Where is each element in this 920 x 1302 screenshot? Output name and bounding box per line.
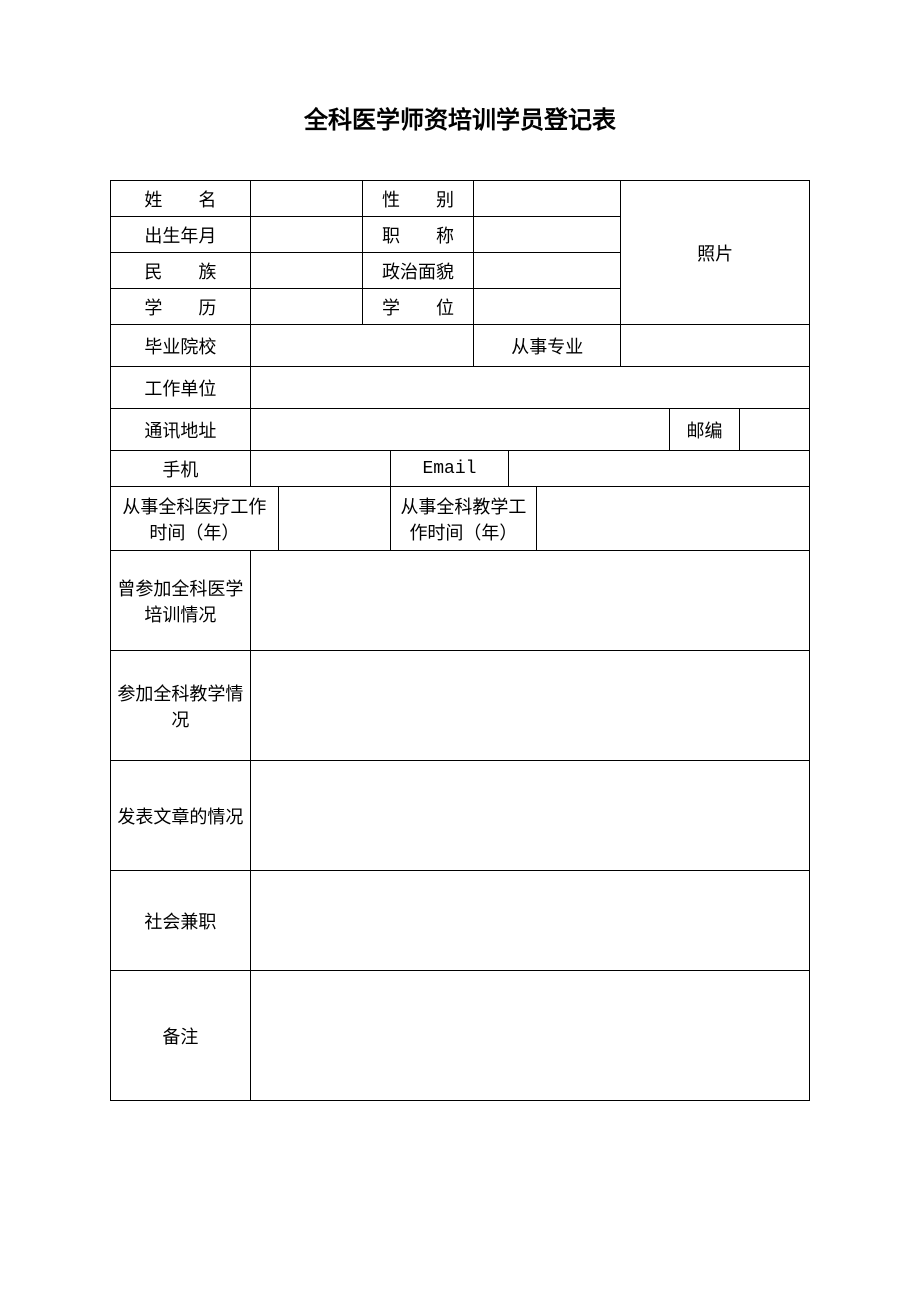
input-ethnicity[interactable]	[250, 253, 362, 289]
label-email: Email	[390, 451, 509, 487]
input-prior-training[interactable]	[250, 551, 809, 651]
label-work-unit: 工作单位	[111, 367, 251, 409]
input-grad-school[interactable]	[250, 325, 474, 367]
input-email[interactable]	[509, 451, 810, 487]
label-birth: 出生年月	[111, 217, 251, 253]
input-teaching-exp[interactable]	[250, 651, 809, 761]
label-remarks: 备注	[111, 971, 251, 1101]
label-phone: 手机	[111, 451, 251, 487]
label-title-pro: 职 称	[362, 217, 474, 253]
label-postcode: 邮编	[670, 409, 740, 451]
input-major[interactable]	[621, 325, 810, 367]
label-gp-work-years: 从事全科医疗工作时间（年）	[111, 487, 279, 551]
input-degree[interactable]	[474, 289, 621, 325]
label-degree: 学 位	[362, 289, 474, 325]
input-birth[interactable]	[250, 217, 362, 253]
input-political[interactable]	[474, 253, 621, 289]
input-publications[interactable]	[250, 761, 809, 871]
label-gender: 性 别	[362, 181, 474, 217]
input-education[interactable]	[250, 289, 362, 325]
page-title: 全科医学师资培训学员登记表	[110, 100, 810, 135]
label-prior-training: 曾参加全科医学培训情况	[111, 551, 251, 651]
label-political: 政治面貌	[362, 253, 474, 289]
input-address[interactable]	[250, 409, 669, 451]
label-ethnicity: 民 族	[111, 253, 251, 289]
input-phone[interactable]	[250, 451, 390, 487]
label-gp-teach-years: 从事全科教学工作时间（年）	[390, 487, 537, 551]
label-name: 姓 名	[111, 181, 251, 217]
input-gp-work-years[interactable]	[278, 487, 390, 551]
input-gender[interactable]	[474, 181, 621, 217]
input-postcode[interactable]	[740, 409, 810, 451]
label-social-roles: 社会兼职	[111, 871, 251, 971]
input-gp-teach-years[interactable]	[537, 487, 810, 551]
label-major: 从事专业	[474, 325, 621, 367]
input-title-pro[interactable]	[474, 217, 621, 253]
photo-area: 照片	[621, 181, 810, 325]
input-social-roles[interactable]	[250, 871, 809, 971]
label-teaching-exp: 参加全科教学情况	[111, 651, 251, 761]
label-publications: 发表文章的情况	[111, 761, 251, 871]
label-address: 通讯地址	[111, 409, 251, 451]
label-grad-school: 毕业院校	[111, 325, 251, 367]
input-name[interactable]	[250, 181, 362, 217]
input-remarks[interactable]	[250, 971, 809, 1101]
input-work-unit[interactable]	[250, 367, 809, 409]
label-education: 学 历	[111, 289, 251, 325]
registration-form-table: 姓 名 性 别 照片 出生年月 职 称 民 族 政治面貌 学 历 学 位 毕业院…	[110, 180, 810, 1101]
